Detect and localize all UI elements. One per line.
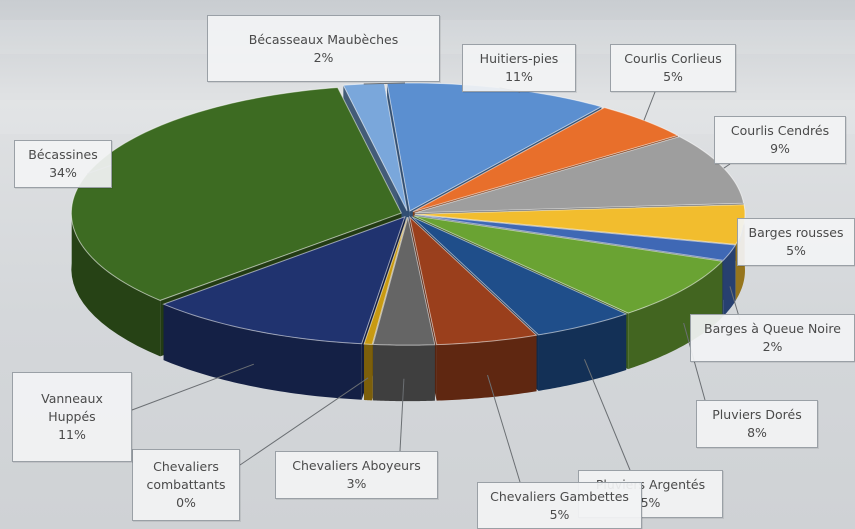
label-percent: 8% — [747, 425, 767, 440]
label-name: Vanneaux Huppés — [41, 391, 103, 424]
label-name: Chevaliers Aboyeurs — [292, 458, 421, 473]
label-percent: 3% — [346, 476, 367, 491]
slice-side-barges-a-queue-noire — [723, 245, 736, 317]
label-name: Pluviers Dorés — [712, 407, 802, 422]
label-barges-rousses: Barges rousses 5% — [737, 218, 855, 266]
leader-line-chevaliers-aboyeurs — [399, 378, 405, 452]
label-percent: 5% — [549, 506, 570, 522]
slice-pluviers-dores — [413, 215, 724, 314]
label-percent: 2% — [762, 339, 783, 354]
label-name: Chevaliers Gambettes — [490, 488, 629, 504]
leader-line-courlis-cendres — [723, 163, 731, 169]
label-barges-a-queue-noire: Barges à Queue Noire 2% — [690, 314, 855, 362]
label-chevaliers-gambettes: Chevaliers Gambettes 5% — [477, 482, 642, 529]
label-name: Barges à Queue Noire — [704, 321, 841, 336]
leader-line-courlis-corlieus — [643, 91, 656, 121]
slice-barges-a-queue-noire — [414, 214, 737, 261]
leader-line-becasseaux-maubeches — [363, 82, 406, 85]
label-percent: 11% — [58, 427, 86, 442]
label-percent: 2% — [313, 49, 334, 65]
label-courlis-corlieus: Courlis Corlieus 5% — [610, 44, 736, 92]
label-name: Chevaliers combattants — [146, 459, 226, 492]
slice-courlis-corlieus — [412, 106, 680, 213]
slice-side-pluviers-dores — [628, 261, 723, 370]
label-percent: 5% — [663, 69, 683, 84]
label-percent: 5% — [640, 495, 661, 510]
label-percent: 0% — [176, 495, 196, 510]
label-courlis-cendres: Courlis Cendrés 9% — [714, 116, 846, 164]
label-percent: 11% — [505, 69, 533, 84]
label-huitiers-pies: Huitiers-pies 11% — [462, 44, 576, 92]
label-name: Bécasseaux Maubèches — [248, 31, 399, 47]
label-chevaliers-aboyeurs: Chevaliers Aboyeurs 3% — [275, 451, 438, 499]
label-vanneaux-huppes: Vanneaux Huppés 11% — [12, 372, 132, 462]
leader-lines — [87, 82, 745, 483]
slice-side-becassines — [71, 207, 161, 357]
slice-side-chevaliers-gambettes — [436, 335, 537, 401]
label-becasseaux-maubeches: Bécasseaux Maubèches 2% — [207, 15, 440, 82]
slice-side-vanneaux-huppes — [163, 304, 362, 400]
label-name: Bécassines — [28, 147, 98, 162]
leader-line-pluviers-argentes — [583, 359, 631, 471]
label-name: Huitiers-pies — [479, 51, 559, 66]
label-percent: 9% — [770, 141, 790, 156]
slice-vanneaux-huppes — [162, 215, 406, 345]
label-name: Courlis Cendrés — [730, 123, 830, 138]
label-percent: 34% — [49, 165, 77, 180]
label-pluviers-dores: Pluviers Dorés 8% — [696, 400, 818, 448]
slice-chevaliers-aboyeurs — [372, 217, 436, 346]
label-becassines: Bécassines 34% — [14, 140, 112, 188]
slice-pluviers-argentes — [411, 216, 628, 336]
leader-line-chevaliers-combattants — [239, 377, 369, 466]
leader-line-vanneaux-huppes — [131, 363, 254, 411]
slice-courlis-cendres — [414, 136, 745, 214]
label-name: Barges rousses — [748, 225, 844, 240]
label-chevaliers-combattants: Chevaliers combattants 0% — [132, 449, 240, 521]
label-name: Courlis Corlieus — [624, 51, 722, 66]
slice-chevaliers-combattants — [363, 216, 408, 345]
slice-side-chevaliers-aboyeurs — [372, 344, 435, 402]
slice-side-pluviers-argentes — [538, 313, 627, 391]
slice-chevaliers-gambettes — [408, 215, 538, 346]
slice-side-chevaliers-combattants — [364, 344, 373, 401]
label-percent: 5% — [786, 243, 806, 258]
leader-line-chevaliers-gambettes — [487, 374, 521, 483]
